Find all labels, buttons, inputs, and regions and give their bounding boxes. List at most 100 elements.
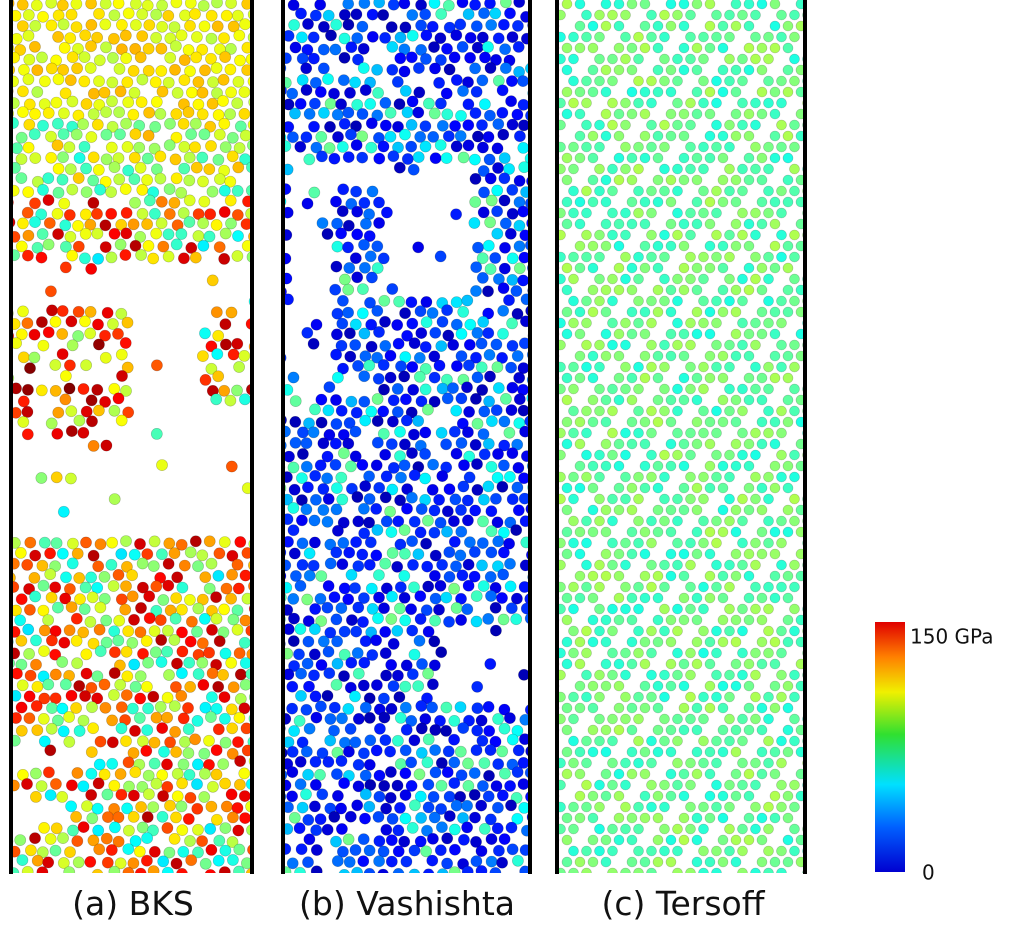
atom xyxy=(311,866,322,877)
atom xyxy=(172,87,183,98)
atom xyxy=(725,736,735,746)
atom xyxy=(191,626,202,637)
atom xyxy=(757,659,767,669)
atom xyxy=(562,747,572,757)
atom xyxy=(339,118,350,129)
atom xyxy=(569,494,579,504)
atom xyxy=(627,703,637,713)
atom xyxy=(45,286,56,297)
atom xyxy=(751,384,761,394)
atom xyxy=(725,164,735,174)
atom xyxy=(234,712,245,723)
atom xyxy=(451,297,462,308)
atom xyxy=(712,802,722,812)
atom xyxy=(407,30,418,41)
atom xyxy=(705,109,715,119)
atom xyxy=(738,340,748,350)
atom xyxy=(634,494,644,504)
atom xyxy=(498,614,509,625)
atom xyxy=(148,866,159,877)
atom xyxy=(198,0,209,11)
atom xyxy=(115,768,126,779)
atom xyxy=(451,361,462,372)
atom xyxy=(393,338,404,349)
atom xyxy=(351,537,362,548)
atom xyxy=(93,164,104,175)
atom xyxy=(777,362,787,372)
atom xyxy=(462,427,473,438)
atom xyxy=(86,395,97,406)
atom xyxy=(66,801,77,812)
atom xyxy=(29,329,40,340)
atom xyxy=(172,572,183,583)
atom xyxy=(653,87,663,97)
atom xyxy=(402,107,413,118)
atom xyxy=(472,327,483,338)
atom xyxy=(58,108,69,119)
atom xyxy=(339,583,350,594)
atom xyxy=(136,97,147,108)
atom xyxy=(595,384,605,394)
atom xyxy=(191,31,202,42)
atom xyxy=(770,241,780,251)
atom xyxy=(206,624,217,635)
atom xyxy=(601,0,611,9)
atom xyxy=(569,252,579,262)
atom xyxy=(164,538,175,549)
atom xyxy=(512,109,523,120)
atom xyxy=(108,580,119,591)
atom xyxy=(705,351,715,361)
atom xyxy=(725,846,735,856)
atom xyxy=(392,383,403,394)
atom xyxy=(575,263,585,273)
atom xyxy=(331,418,342,429)
atom xyxy=(608,318,618,328)
atom xyxy=(301,746,312,757)
atom xyxy=(647,758,657,768)
atom xyxy=(30,20,41,31)
atom xyxy=(416,20,427,31)
atom xyxy=(477,780,488,791)
atom xyxy=(686,758,696,768)
atom xyxy=(666,131,676,141)
atom xyxy=(751,670,761,680)
atom xyxy=(518,275,529,286)
atom xyxy=(679,175,689,185)
atom xyxy=(660,230,670,240)
atom xyxy=(442,858,453,869)
atom xyxy=(569,428,579,438)
atom xyxy=(764,604,774,614)
atom xyxy=(498,305,509,316)
atom xyxy=(184,594,195,605)
atom xyxy=(699,472,709,482)
atom xyxy=(660,362,670,372)
atom xyxy=(16,635,27,646)
atom xyxy=(718,153,728,163)
atom xyxy=(219,185,230,196)
atom xyxy=(141,635,152,646)
atom xyxy=(143,130,154,141)
atom xyxy=(365,735,376,746)
atom xyxy=(514,220,525,231)
atom xyxy=(738,560,748,570)
atom xyxy=(497,857,508,868)
atom xyxy=(666,21,676,31)
atom xyxy=(725,406,735,416)
atom xyxy=(378,359,389,370)
atom xyxy=(221,801,232,812)
atom xyxy=(679,285,689,295)
atom xyxy=(512,767,523,778)
atom xyxy=(483,328,494,339)
atom xyxy=(764,384,774,394)
atom xyxy=(177,825,188,836)
atom xyxy=(130,767,141,778)
atom xyxy=(358,63,369,74)
atom xyxy=(227,569,238,580)
atom xyxy=(402,153,413,164)
atom xyxy=(679,219,689,229)
atom xyxy=(757,769,767,779)
atom xyxy=(692,747,702,757)
atom xyxy=(621,142,631,152)
atom xyxy=(738,384,748,394)
atom xyxy=(790,164,800,174)
